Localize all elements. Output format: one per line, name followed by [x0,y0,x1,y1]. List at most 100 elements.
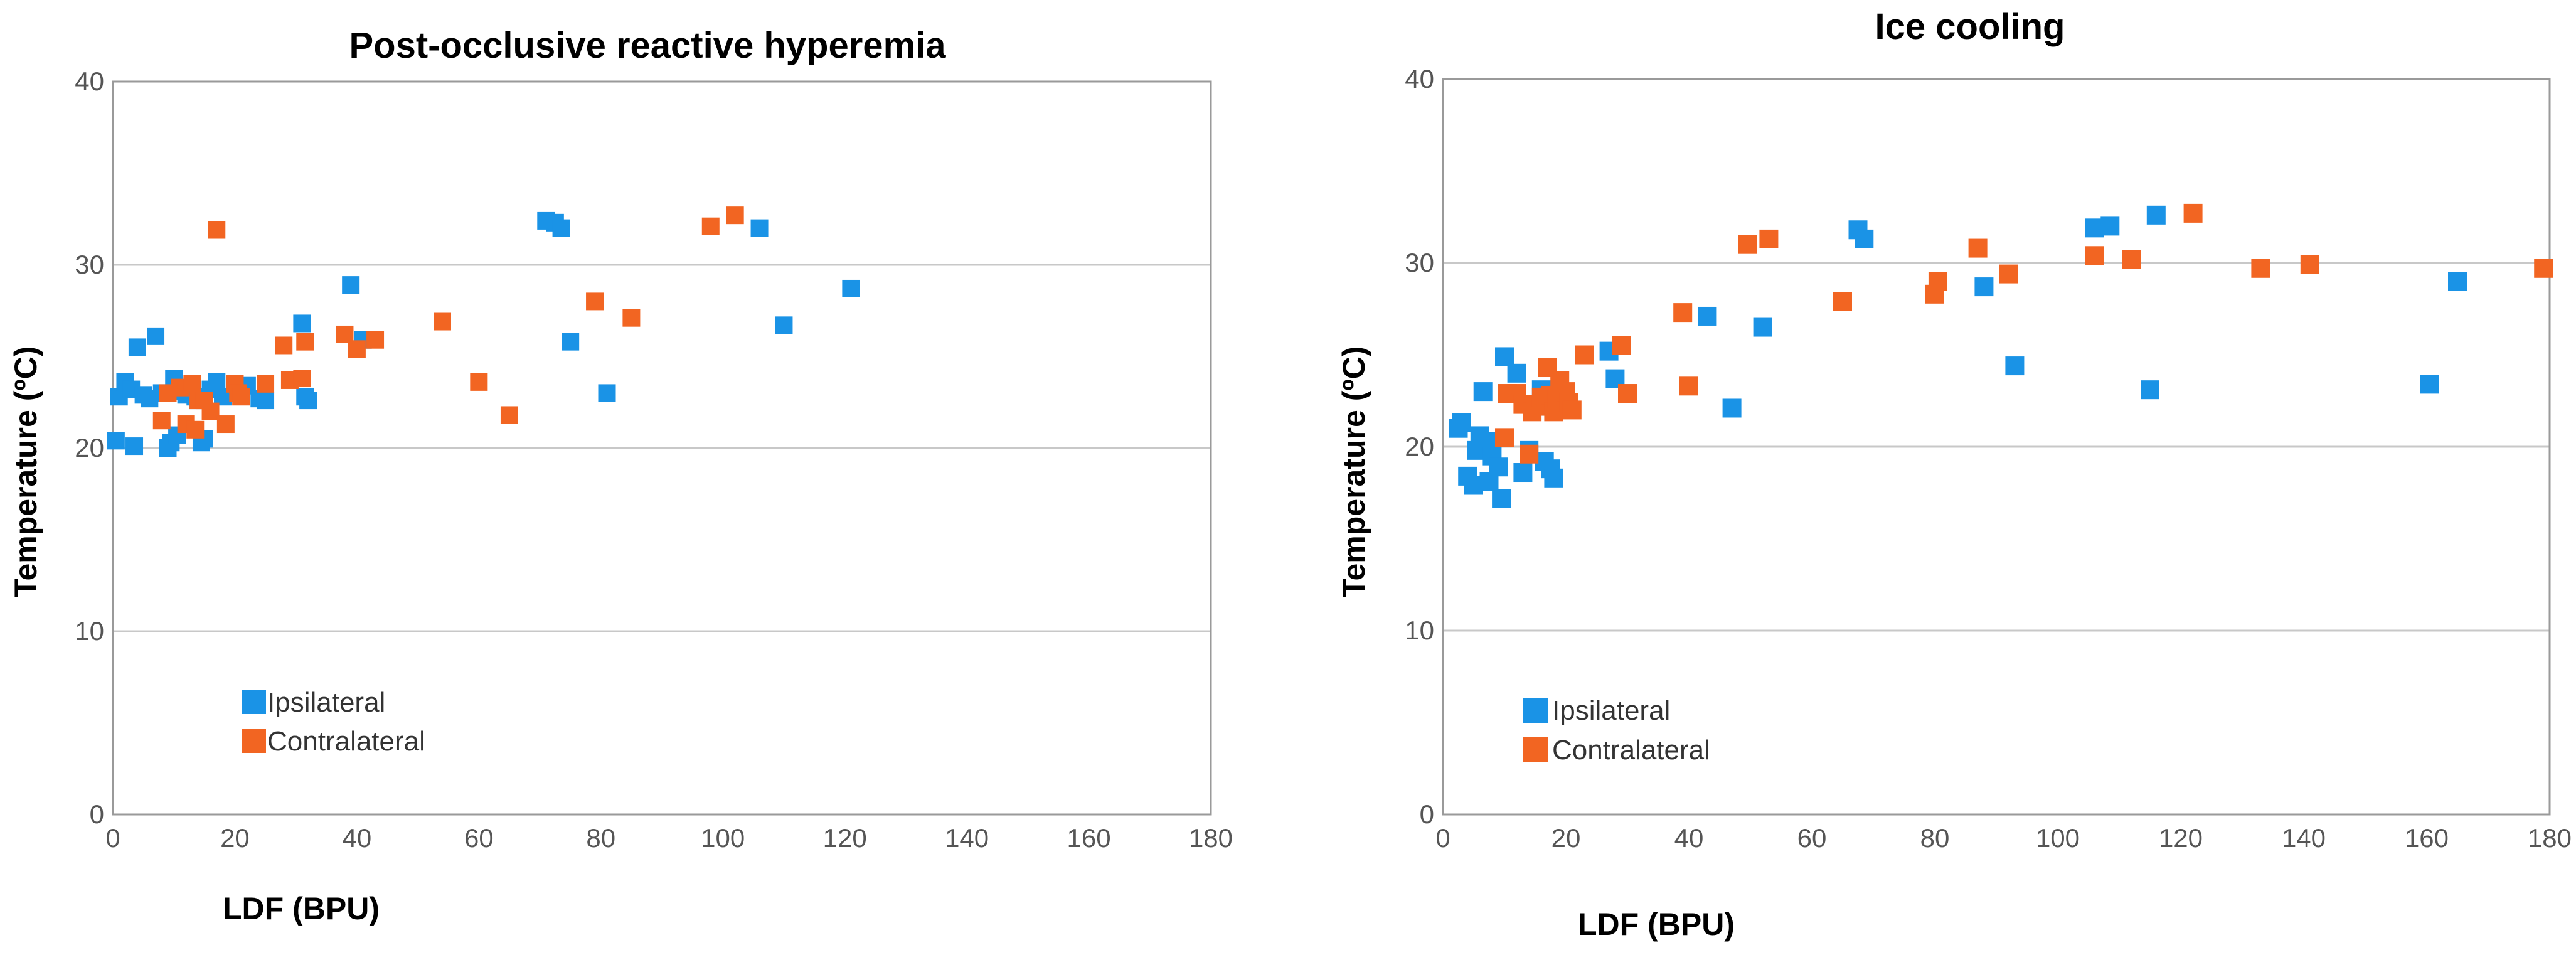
data-point-ipsilateral [2448,272,2467,291]
data-point-contralateral [1495,428,1514,447]
data-point-contralateral [622,309,641,327]
x-tick-label: 0 [1435,823,1450,853]
data-point-contralateral [1759,229,1779,248]
data-point-ipsilateral [257,392,275,410]
data-point-ipsilateral [208,373,226,391]
legend-label-contralateral: Contralateral [1552,735,1710,766]
data-points [1449,203,2553,508]
x-tick-label: 20 [220,823,250,853]
data-point-contralateral [275,336,293,355]
x-tick-label: 120 [823,823,867,853]
chart-post-occlusive: Post-occlusive reactive hyperemia 0 10 20 3… [8,25,1233,926]
data-point-contralateral [208,221,226,239]
y-tick-label: 0 [1420,799,1434,829]
data-point-contralateral [216,415,235,434]
data-point-contralateral [1999,264,2018,284]
x-tick-label: 120 [2159,823,2203,853]
data-point-ipsilateral [1722,398,1742,418]
data-point-ipsilateral [1974,277,1994,297]
x-tick-label: 40 [1674,823,1704,853]
data-point-contralateral [336,325,354,343]
data-point-contralateral [701,217,720,235]
data-point-ipsilateral [598,384,616,402]
gridlines [113,264,1211,632]
x-tick-labels: 0 20 40 60 80 100 120 140 160 180 [105,823,1233,853]
y-tick-label: 0 [90,799,104,829]
data-point-contralateral [366,331,385,349]
data-point-ipsilateral [293,314,311,333]
x-tick-labels: 0 20 40 60 80 100 120 140 160 180 [1435,823,2572,853]
data-point-contralateral [257,375,275,393]
legend-label-contralateral: Contralateral [267,726,425,757]
data-point-contralateral [1679,376,1698,396]
data-point-ipsilateral [562,333,580,351]
data-point-contralateral [1673,303,1693,323]
data-point-ipsilateral [1855,229,1874,248]
data-point-ipsilateral [1492,489,1511,508]
chart-title: Ice cooling [1875,6,2065,47]
data-point-ipsilateral [1452,413,1471,432]
y-tick-label: 20 [1405,432,1434,461]
legend-swatch-contralateral [1523,737,1548,762]
data-point-ipsilateral [2005,356,2025,376]
data-point-contralateral [1738,235,1757,254]
y-tick-label: 10 [1405,616,1434,645]
data-point-ipsilateral [775,316,793,334]
y-tick-label: 20 [75,433,104,462]
legend-swatch-contralateral [242,729,266,753]
data-point-ipsilateral [1753,317,1772,337]
x-tick-label: 0 [105,823,120,853]
data-point-contralateral [293,370,311,388]
data-point-contralateral [2300,255,2319,274]
y-tick-labels: 0 10 20 30 40 [1405,64,1434,829]
x-tick-label: 140 [945,823,989,853]
data-points [107,206,860,457]
y-axis-label: Temperature (ºC) [8,346,43,598]
data-point-ipsilateral [342,276,360,294]
data-point-contralateral [186,420,205,439]
y-tick-labels: 0 10 20 30 40 [75,67,104,829]
x-tick-label: 180 [2528,823,2572,853]
data-point-ipsilateral [107,432,125,450]
data-point-ipsilateral [2141,380,2159,400]
data-point-ipsilateral [147,327,165,345]
data-point-ipsilateral [1507,363,1526,383]
x-tick-label: 100 [701,823,745,853]
data-point-contralateral [2534,259,2553,278]
data-point-contralateral [2183,203,2203,223]
x-tick-label: 80 [1920,823,1950,853]
data-point-contralateral [500,406,518,424]
data-point-ipsilateral [1544,468,1563,488]
data-point-ipsilateral [1495,347,1514,366]
data-point-ipsilateral [552,219,570,237]
legend-swatch-ipsilateral [1523,698,1548,723]
data-point-contralateral [1520,444,1539,464]
data-point-ipsilateral [299,392,317,410]
data-point-contralateral [1618,384,1637,403]
y-tick-label: 10 [75,616,104,646]
data-point-contralateral [2085,246,2104,265]
legend: Ipsilateral Contralateral [242,687,425,757]
data-point-contralateral [726,206,744,225]
data-point-contralateral [2122,250,2141,269]
data-point-contralateral [470,373,488,391]
data-point-contralateral [183,375,201,393]
x-tick-label: 180 [1189,823,1233,853]
data-point-ipsilateral [1698,306,1717,326]
data-point-contralateral [2251,259,2270,278]
legend-label-ipsilateral: Ipsilateral [267,687,385,718]
data-point-ipsilateral [1513,463,1533,483]
data-point-contralateral [201,402,220,420]
data-point-ipsilateral [125,437,144,456]
data-point-ipsilateral [128,338,146,356]
x-tick-label: 80 [586,823,615,853]
data-point-contralateral [1562,400,1582,420]
data-point-contralateral [152,412,171,430]
data-point-ipsilateral [2146,205,2166,225]
data-point-contralateral [296,333,314,351]
x-tick-label: 160 [1067,823,1111,853]
data-point-contralateral [1833,292,1852,311]
data-point-ipsilateral [2420,375,2439,394]
chart-title: Post-occlusive reactive hyperemia [349,25,946,66]
